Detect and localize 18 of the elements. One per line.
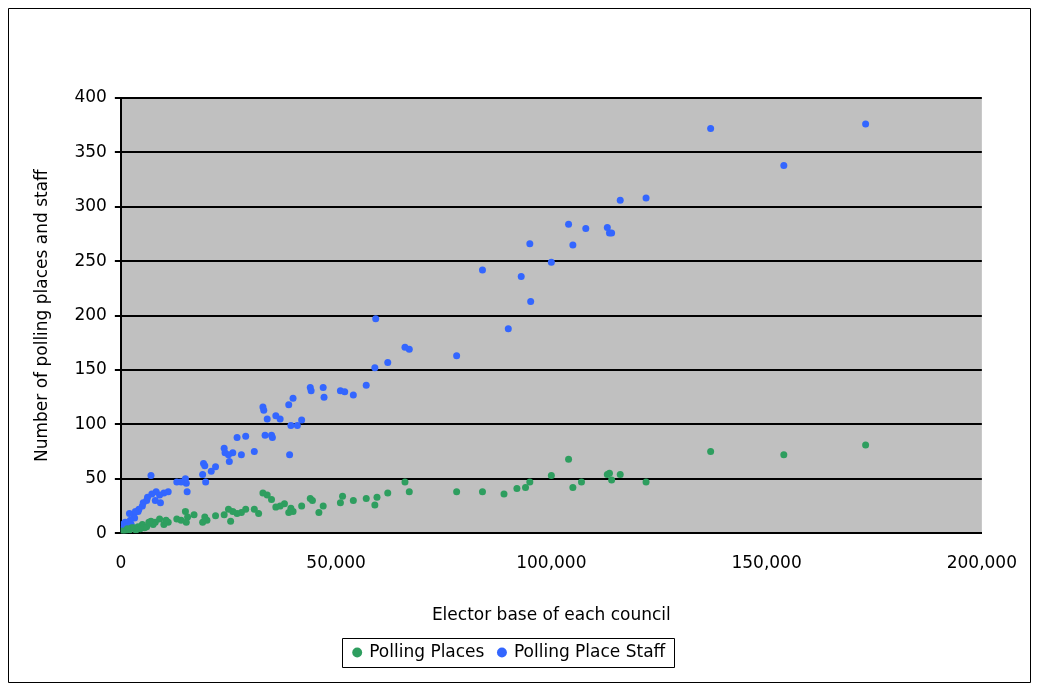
x-tick-label: 50,000 xyxy=(306,551,366,572)
x-axis-title: Elector base of each council xyxy=(431,604,671,625)
x-tick-label: 150,000 xyxy=(731,551,802,572)
y-tick-label: 150 xyxy=(74,358,107,379)
y-tick-label: 100 xyxy=(74,412,107,433)
legend-label: Polling Places xyxy=(369,640,485,661)
y-tick-label: 400 xyxy=(74,86,107,107)
y-tick-label: 0 xyxy=(96,521,107,542)
y-tick-label: 50 xyxy=(85,467,107,488)
legend-label: Polling Place Staff xyxy=(513,640,667,661)
y-tick-label: 200 xyxy=(74,304,107,325)
y-tick-label: 300 xyxy=(74,195,107,216)
x-tick-label: 0 xyxy=(115,551,127,572)
y-tick-label: 250 xyxy=(74,249,107,270)
y-axis-title: Number of polling places and staff xyxy=(30,167,51,463)
x-tick-label: 200,000 xyxy=(946,551,1018,572)
x-tick-label: 100,000 xyxy=(516,551,587,572)
y-tick-label: 350 xyxy=(74,140,107,161)
